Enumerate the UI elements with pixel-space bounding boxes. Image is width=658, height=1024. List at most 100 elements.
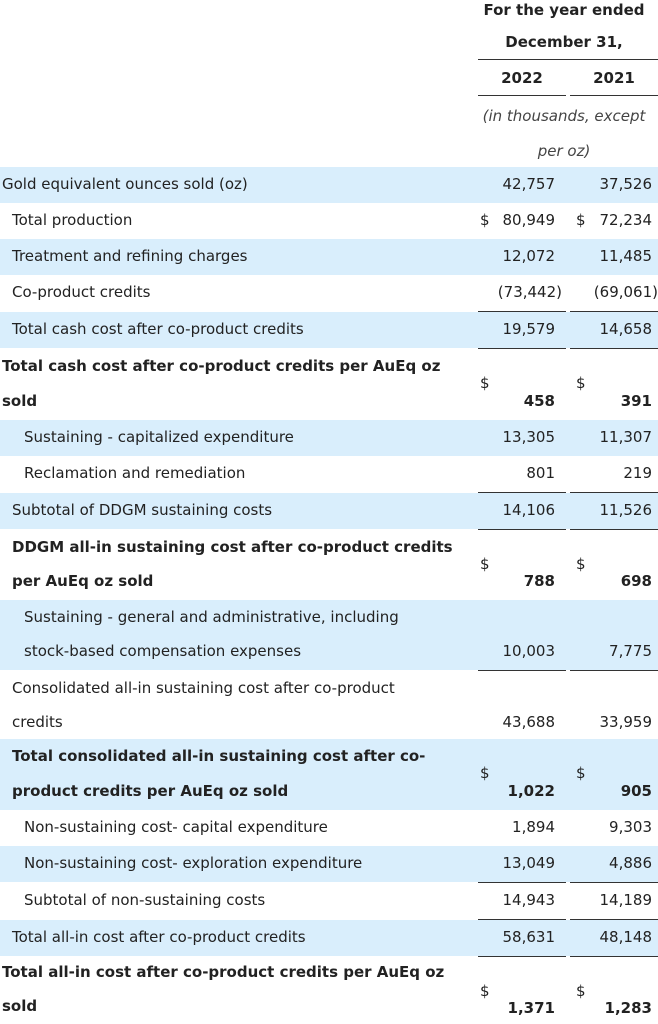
value-2021: 72,234 bbox=[599, 211, 653, 229]
value-2021: 14,658 bbox=[599, 320, 653, 338]
row-label: Reclamation and remediation bbox=[24, 464, 246, 482]
value-2022: 1,371 bbox=[507, 999, 555, 1017]
row-label-continued: sold bbox=[2, 997, 38, 1015]
table-row: Sustaining - general and administrative,… bbox=[0, 600, 658, 670]
year-2021-header: 2021 bbox=[593, 69, 635, 87]
table-row: Total cash cost after co-product credits… bbox=[0, 312, 658, 348]
row-label: Non-sustaining cost- exploration expendi… bbox=[24, 854, 363, 872]
units-note-line1: (in thousands, except bbox=[482, 107, 646, 125]
value-2021: 14,189 bbox=[599, 891, 653, 909]
subtotal-rule-2021 bbox=[570, 956, 658, 957]
value-2022: 14,943 bbox=[502, 891, 556, 909]
table-row: Total all-in cost after co-product credi… bbox=[0, 920, 658, 956]
value-2022: 19,579 bbox=[502, 320, 556, 338]
subtotal-rule-2022 bbox=[478, 311, 566, 312]
value-2021: 4,886 bbox=[609, 854, 652, 872]
value-2022: 43,688 bbox=[502, 713, 556, 731]
subtotal-rule-2021 bbox=[570, 492, 658, 493]
value-2022: 1,894 bbox=[512, 818, 555, 836]
currency-symbol: $ bbox=[480, 374, 490, 392]
currency-symbol: $ bbox=[576, 764, 586, 782]
header-divider bbox=[478, 59, 658, 60]
table-row: Gold equivalent ounces sold (oz) 42,757 … bbox=[0, 167, 658, 203]
table-row: Total all-in cost after co-product credi… bbox=[0, 957, 658, 1024]
subtotal-rule-2022 bbox=[478, 919, 566, 920]
value-2022: 80,949 bbox=[502, 211, 556, 229]
row-label-continued: product credits per AuEq oz sold bbox=[12, 782, 289, 800]
value-2021: 37,526 bbox=[599, 175, 653, 193]
currency-symbol: $ bbox=[480, 211, 490, 229]
subtotal-rule-2021 bbox=[570, 882, 658, 883]
currency-symbol: $ bbox=[480, 982, 490, 1000]
subtotal-rule-2021 bbox=[570, 348, 658, 349]
value-2022: 58,631 bbox=[502, 928, 556, 946]
value-2021: 11,307 bbox=[599, 428, 653, 446]
subtotal-rule-2021 bbox=[570, 919, 658, 920]
row-label-continued: sold bbox=[2, 392, 38, 410]
table-row: Treatment and refining charges 12,072 11… bbox=[0, 239, 658, 275]
currency-symbol: $ bbox=[480, 764, 490, 782]
value-2021: 905 bbox=[620, 782, 652, 800]
value-2022: 14,106 bbox=[502, 501, 556, 519]
row-label: Total consolidated all-in sustaining cos… bbox=[12, 747, 426, 765]
table-row: Non-sustaining cost- exploration expendi… bbox=[0, 846, 658, 882]
value-2021: 11,526 bbox=[599, 501, 653, 519]
currency-symbol: $ bbox=[576, 982, 586, 1000]
table-row: Total production $ 80,949 $ 72,234 bbox=[0, 203, 658, 239]
row-label-continued: per AuEq oz sold bbox=[12, 572, 154, 590]
value-2021: 391 bbox=[620, 392, 652, 410]
row-label: Total cash cost after co-product credits bbox=[12, 320, 304, 338]
row-label: Total production bbox=[12, 211, 133, 229]
value-2022: 13,305 bbox=[502, 428, 556, 446]
row-label: Sustaining - general and administrative,… bbox=[24, 608, 399, 626]
table-row: Sustaining - capitalized expenditure 13,… bbox=[0, 420, 658, 456]
table-row: Total cash cost after co-product credits… bbox=[0, 349, 658, 420]
row-label: Subtotal of non-sustaining costs bbox=[24, 891, 266, 909]
subtotal-rule-2022 bbox=[478, 956, 566, 957]
value-2021: (69,061) bbox=[593, 283, 658, 301]
row-label: DDGM all-in sustaining cost after co-pro… bbox=[12, 538, 453, 556]
year-underline-2021 bbox=[570, 95, 658, 96]
subtotal-rule-2022 bbox=[478, 882, 566, 883]
currency-symbol: $ bbox=[576, 374, 586, 392]
period-header-line2: December 31, bbox=[505, 33, 623, 51]
row-label: Treatment and refining charges bbox=[12, 247, 248, 265]
value-2022: 13,049 bbox=[502, 854, 556, 872]
value-2021: 219 bbox=[623, 464, 652, 482]
row-label: Gold equivalent ounces sold (oz) bbox=[2, 175, 248, 193]
subtotal-rule-2022 bbox=[478, 348, 566, 349]
currency-symbol: $ bbox=[576, 211, 586, 229]
row-label: Total cash cost after co-product credits… bbox=[2, 357, 441, 375]
table-row: Subtotal of DDGM sustaining costs 14,106… bbox=[0, 493, 658, 529]
subtotal-rule-2021 bbox=[570, 529, 658, 530]
period-header-line1: For the year ended bbox=[483, 1, 645, 19]
value-2021: 1,283 bbox=[604, 999, 652, 1017]
row-label: Total all-in cost after co-product credi… bbox=[12, 928, 306, 946]
value-2021: 48,148 bbox=[599, 928, 653, 946]
value-2022: 42,757 bbox=[502, 175, 556, 193]
subtotal-rule-2022 bbox=[478, 492, 566, 493]
year-2022-header: 2022 bbox=[501, 69, 543, 87]
table-row: Reclamation and remediation 801 219 bbox=[0, 456, 658, 492]
value-2021: 7,775 bbox=[609, 642, 652, 660]
table-row: DDGM all-in sustaining cost after co-pro… bbox=[0, 530, 658, 600]
subtotal-rule-2021 bbox=[570, 670, 658, 671]
row-label: Total all-in cost after co-product credi… bbox=[2, 963, 445, 981]
row-label-continued: stock-based compensation expenses bbox=[24, 642, 302, 660]
table-row: Subtotal of non-sustaining costs 14,943 … bbox=[0, 883, 658, 919]
year-underline-2022 bbox=[478, 95, 566, 96]
row-label: Non-sustaining cost- capital expenditure bbox=[24, 818, 328, 836]
value-2022: 458 bbox=[523, 392, 555, 410]
units-note-line2: per oz) bbox=[537, 142, 591, 160]
row-label-continued: credits bbox=[12, 713, 63, 731]
value-2021: 33,959 bbox=[599, 713, 653, 731]
value-2022: 12,072 bbox=[502, 247, 556, 265]
currency-symbol: $ bbox=[576, 555, 586, 573]
value-2021: 9,303 bbox=[609, 818, 652, 836]
subtotal-rule-2022 bbox=[478, 529, 566, 530]
table-row: Consolidated all-in sustaining cost afte… bbox=[0, 671, 658, 739]
row-label: Sustaining - capitalized expenditure bbox=[24, 428, 294, 446]
value-2022: 10,003 bbox=[502, 642, 556, 660]
table-row: Co-product credits (73,442) (69,061) bbox=[0, 275, 658, 311]
value-2021: 698 bbox=[620, 572, 652, 590]
